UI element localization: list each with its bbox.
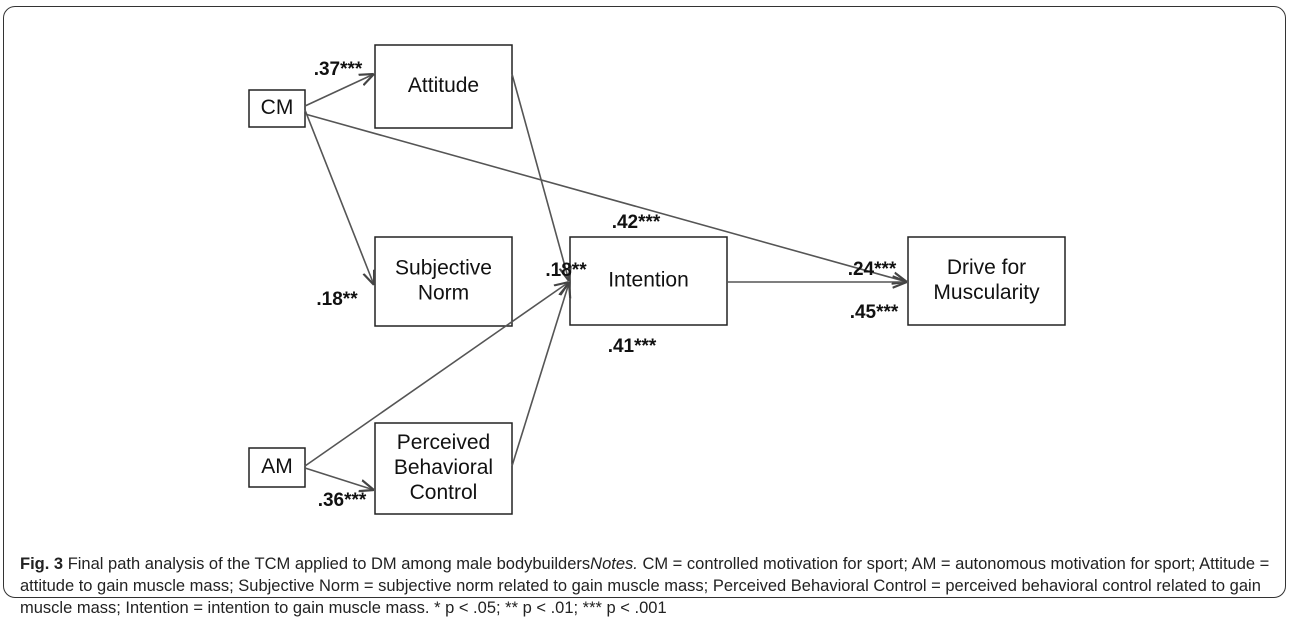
caption-title: Final path analysis of the TCM applied t… xyxy=(67,555,591,573)
edge-label: .45*** xyxy=(850,302,899,323)
node-box xyxy=(374,44,513,129)
node-label: CM xyxy=(261,96,294,119)
edge-label: .36*** xyxy=(318,490,367,511)
node-label: Attitude xyxy=(408,74,479,97)
edge-label: .24*** xyxy=(848,259,897,280)
edge-label: .42*** xyxy=(612,212,661,233)
edge-label: .18** xyxy=(545,260,587,281)
caption: Fig. 3 Final path analysis of the TCM ap… xyxy=(20,553,1275,619)
edge-label: .41*** xyxy=(608,336,657,357)
node-label: Intention xyxy=(608,269,689,292)
node-box xyxy=(248,89,306,128)
node-box xyxy=(374,236,513,327)
edge-arrow xyxy=(304,109,374,285)
figure-frame xyxy=(3,6,1286,598)
edge-label: .18** xyxy=(316,289,358,310)
node-box xyxy=(248,447,306,488)
node-label: Subjective xyxy=(395,257,492,280)
caption-label: Fig. 3 xyxy=(20,555,64,573)
notes-label: Notes. xyxy=(590,555,638,573)
node-label: Norm xyxy=(418,282,469,305)
edge-arrow xyxy=(304,282,569,467)
node-label: Drive for xyxy=(947,256,1026,279)
edge-arrow xyxy=(304,467,374,490)
node-label: Muscularity xyxy=(933,281,1040,304)
node-label: Perceived xyxy=(397,431,490,454)
node-label: Behavioral xyxy=(394,456,493,479)
node-label: Control xyxy=(410,481,478,504)
node-label: AM xyxy=(261,455,293,478)
edge-label: .37*** xyxy=(314,59,363,80)
node-box xyxy=(374,422,513,515)
edge-arrow xyxy=(511,73,569,281)
edge-arrow xyxy=(304,74,374,107)
edge-arrow xyxy=(304,113,907,282)
edge-arrow xyxy=(511,283,569,467)
